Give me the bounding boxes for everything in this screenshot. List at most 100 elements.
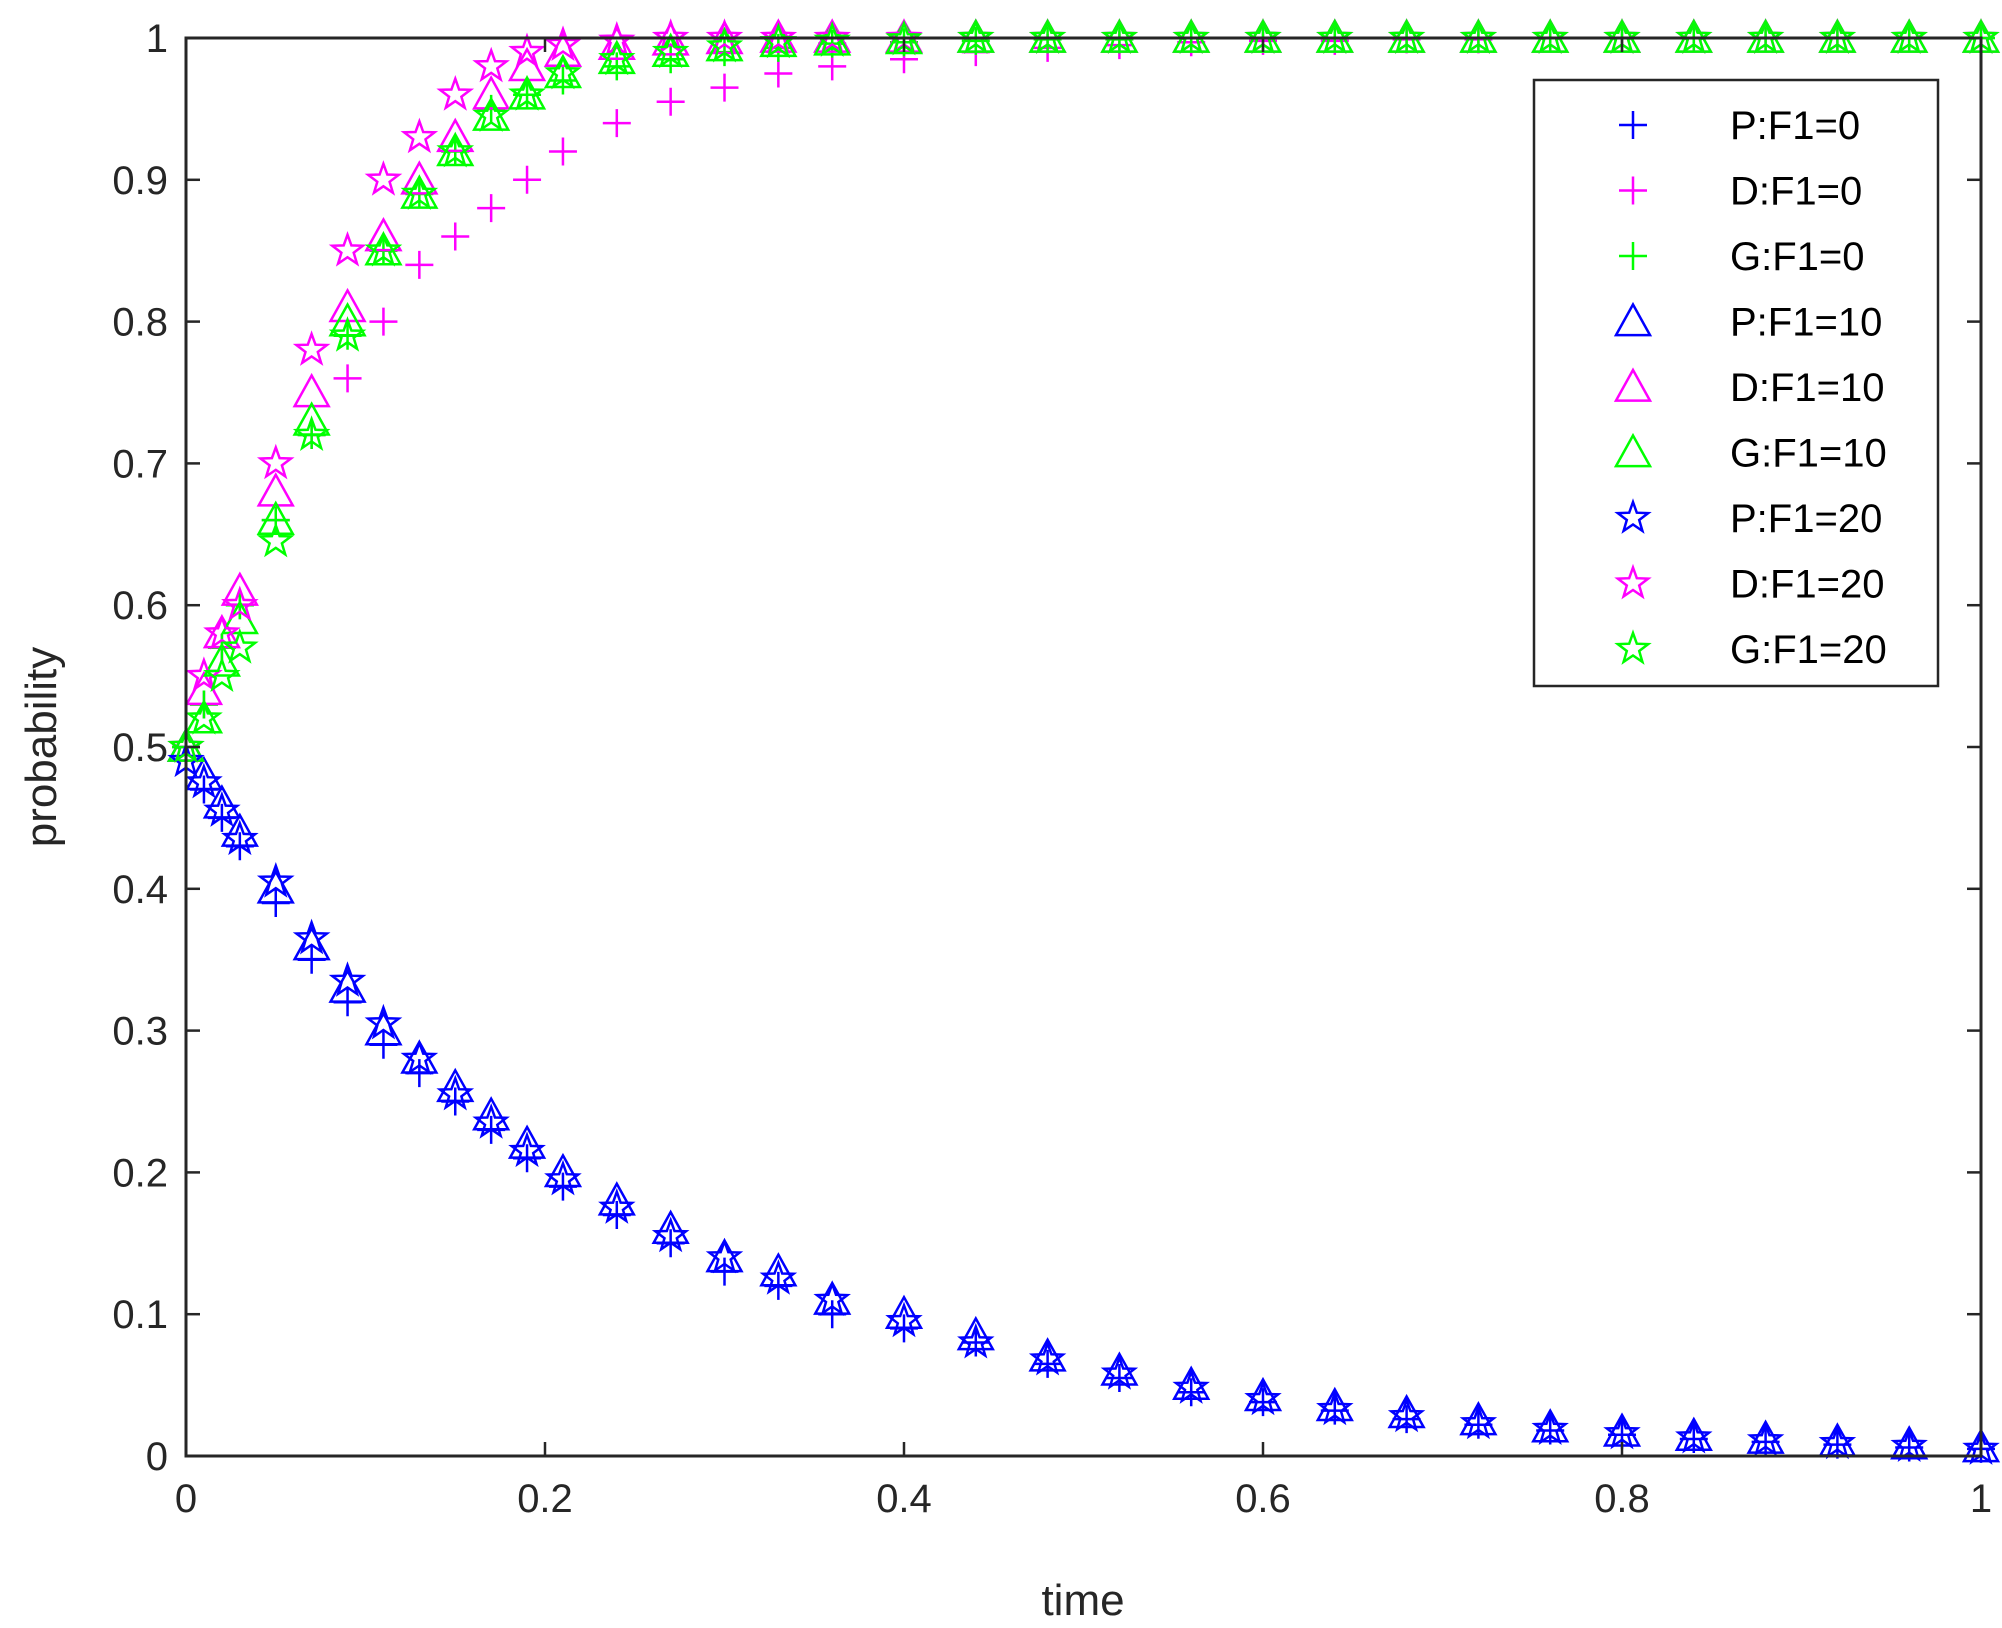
data-point xyxy=(472,1103,510,1139)
data-point xyxy=(1675,18,1713,54)
data-point xyxy=(328,968,367,1003)
data-point xyxy=(328,316,367,352)
data-point xyxy=(961,26,990,55)
data-point xyxy=(328,302,367,337)
data-point xyxy=(203,613,241,650)
data-point xyxy=(598,39,636,76)
legend-label: D:F1=20 xyxy=(1730,563,1885,607)
data-point xyxy=(292,415,331,452)
data-point xyxy=(1674,18,1713,53)
data-point xyxy=(1172,18,1211,53)
data-point xyxy=(184,699,224,734)
data-point xyxy=(651,18,690,54)
data-point xyxy=(1674,1416,1713,1451)
data-point xyxy=(1100,18,1139,54)
legend-marker xyxy=(1614,563,1652,600)
data-point xyxy=(1818,1423,1857,1460)
y-tick-label: 0 xyxy=(146,1435,168,1479)
data-point xyxy=(436,74,475,111)
data-point xyxy=(203,656,241,692)
y-tick-label: 0.7 xyxy=(112,442,168,486)
data-point xyxy=(957,18,995,54)
data-point xyxy=(1818,18,1857,53)
data-point xyxy=(400,174,439,209)
y-tick-label: 0.1 xyxy=(112,1293,168,1337)
y-tick-label: 0.9 xyxy=(112,159,168,203)
data-point xyxy=(705,1237,744,1273)
data-point xyxy=(221,627,259,664)
data-point xyxy=(256,443,295,480)
data-point xyxy=(364,160,403,196)
data-point xyxy=(543,53,583,89)
data-point xyxy=(1244,1379,1282,1416)
data-point xyxy=(256,500,295,535)
data-point xyxy=(256,869,295,904)
data-point xyxy=(759,22,798,58)
x-tick-label: 0.6 xyxy=(1235,1477,1291,1521)
data-point xyxy=(477,194,506,223)
data-point xyxy=(598,1188,636,1224)
data-point xyxy=(1028,1339,1067,1376)
data-point xyxy=(710,73,739,102)
data-point xyxy=(956,18,995,53)
data-point xyxy=(292,401,331,436)
data-point xyxy=(256,521,295,558)
data-point xyxy=(1177,1378,1206,1407)
data-point xyxy=(364,231,403,266)
y-axis-label: probability xyxy=(17,647,66,848)
data-point xyxy=(292,925,331,961)
data-point xyxy=(759,18,798,54)
data-point xyxy=(544,53,582,90)
data-point xyxy=(1751,1427,1780,1456)
y-tick-label: 0.2 xyxy=(112,1151,168,1195)
data-point xyxy=(400,174,439,210)
data-point xyxy=(651,1216,690,1253)
data-point xyxy=(508,32,546,69)
data-point xyxy=(1818,18,1857,54)
data-point xyxy=(813,1280,852,1315)
data-point xyxy=(328,231,367,267)
data-point xyxy=(957,1322,995,1359)
y-tick-label: 0.3 xyxy=(112,1010,168,1054)
data-point xyxy=(759,1259,798,1295)
data-point xyxy=(1531,18,1569,54)
data-point xyxy=(813,18,851,54)
data-point xyxy=(472,75,511,110)
data-point xyxy=(705,26,744,63)
data-point xyxy=(544,25,582,62)
data-point xyxy=(1172,18,1210,54)
data-point xyxy=(885,1301,923,1338)
data-point xyxy=(436,131,475,167)
x-axis-label: time xyxy=(1041,1576,1124,1625)
data-point xyxy=(1746,1420,1785,1457)
data-point xyxy=(548,137,577,166)
data-point xyxy=(400,160,439,195)
data-point xyxy=(507,75,547,110)
data-point xyxy=(1746,18,1785,53)
legend-label: G:F1=10 xyxy=(1730,432,1887,476)
legend-marker xyxy=(1613,301,1653,337)
x-tick-label: 1 xyxy=(1970,1477,1992,1521)
data-point xyxy=(1603,1413,1641,1450)
data-point xyxy=(441,222,470,251)
data-point xyxy=(221,819,259,856)
legend-label: D:F1=0 xyxy=(1730,170,1862,214)
data-point xyxy=(1316,18,1354,54)
data-point xyxy=(1315,18,1354,53)
legend: P:F1=0 D:F1=0 G:F1=0 P:F1=10 D:F1=10 G:F1=10 P… xyxy=(1532,78,1940,688)
data-point xyxy=(203,791,241,827)
data-point xyxy=(1316,1389,1354,1426)
data-point xyxy=(1028,18,1067,53)
data-point xyxy=(364,1003,403,1040)
data-point xyxy=(544,1159,582,1196)
x-tick-label: 0.2 xyxy=(517,1477,573,1521)
data-point xyxy=(813,21,851,57)
data-point xyxy=(508,74,546,111)
legend-label: P:F1=0 xyxy=(1730,104,1860,148)
axis-ticks: 0 0.2 0.4 0.6 0.8 1 0 0.1 0.2 0.3 0.4 0.5 0.6 0.7 0.8 0… xyxy=(112,17,1992,1521)
legend-marker xyxy=(1619,111,1647,139)
data-point xyxy=(651,32,690,69)
data-point xyxy=(185,698,223,735)
data-point xyxy=(1961,1427,2001,1463)
